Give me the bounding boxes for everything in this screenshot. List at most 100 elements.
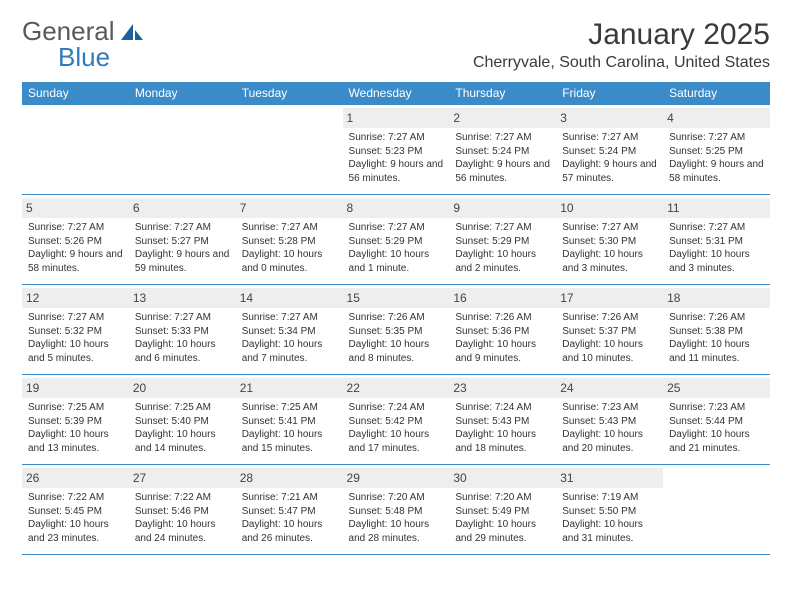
sunrise-text: Sunrise: 7:24 AM bbox=[455, 401, 550, 415]
sunset-text: Sunset: 5:45 PM bbox=[28, 505, 123, 519]
sunset-text: Sunset: 5:35 PM bbox=[349, 325, 444, 339]
day-number: 5 bbox=[22, 198, 129, 218]
weekday-header: Wednesday bbox=[343, 82, 450, 105]
day-number: 2 bbox=[449, 108, 556, 128]
calendar-cell: 24Sunrise: 7:23 AMSunset: 5:43 PMDayligh… bbox=[556, 375, 663, 465]
calendar-cell: 25Sunrise: 7:23 AMSunset: 5:44 PMDayligh… bbox=[663, 375, 770, 465]
sunset-text: Sunset: 5:33 PM bbox=[135, 325, 230, 339]
daylight-text: Daylight: 10 hours and 2 minutes. bbox=[455, 248, 550, 275]
daylight-text: Daylight: 10 hours and 14 minutes. bbox=[135, 428, 230, 455]
calendar-cell: 10 Sunrise: 7:27 AMSunset: 5:30 PMDayligh… bbox=[556, 195, 663, 285]
sunrise-text: Sunrise: 7:27 AM bbox=[135, 221, 230, 235]
sunrise-text: Sunrise: 7:20 AM bbox=[349, 491, 444, 505]
day-number: 27 bbox=[129, 468, 236, 488]
sunrise-text: Sunrise: 7:27 AM bbox=[28, 311, 123, 325]
daylight-text: Daylight: 10 hours and 18 minutes. bbox=[455, 428, 550, 455]
sunset-text: Sunset: 5:38 PM bbox=[669, 325, 764, 339]
day-number: 4 bbox=[663, 108, 770, 128]
daylight-text: Daylight: 9 hours and 56 minutes. bbox=[349, 158, 444, 185]
daylight-text: Daylight: 10 hours and 5 minutes. bbox=[28, 338, 123, 365]
weekday-header: Tuesday bbox=[236, 82, 343, 105]
sunset-text: Sunset: 5:43 PM bbox=[562, 415, 657, 429]
sunset-text: Sunset: 5:30 PM bbox=[562, 235, 657, 249]
calendar-cell: 13Sunrise: 7:27 AMSunset: 5:33 PMDayligh… bbox=[129, 285, 236, 375]
sunset-text: Sunset: 5:24 PM bbox=[562, 145, 657, 159]
day-number: 8 bbox=[343, 198, 450, 218]
sunrise-text: Sunrise: 7:22 AM bbox=[28, 491, 123, 505]
calendar-cell: 28Sunrise: 7:21 AMSunset: 5:47 PMDayligh… bbox=[236, 465, 343, 555]
daylight-text: Daylight: 10 hours and 13 minutes. bbox=[28, 428, 123, 455]
sunrise-text: Sunrise: 7:24 AM bbox=[349, 401, 444, 415]
sunrise-text: Sunrise: 7:23 AM bbox=[669, 401, 764, 415]
calendar-cell: 16Sunrise: 7:26 AMSunset: 5:36 PMDayligh… bbox=[449, 285, 556, 375]
daylight-text: Daylight: 10 hours and 9 minutes. bbox=[455, 338, 550, 365]
daylight-text: Daylight: 10 hours and 1 minute. bbox=[349, 248, 444, 275]
day-number: 7 bbox=[236, 198, 343, 218]
calendar-cell: 21Sunrise: 7:25 AMSunset: 5:41 PMDayligh… bbox=[236, 375, 343, 465]
calendar-cell: 11Sunrise: 7:27 AMSunset: 5:31 PMDayligh… bbox=[663, 195, 770, 285]
daylight-text: Daylight: 10 hours and 24 minutes. bbox=[135, 518, 230, 545]
day-number: 24 bbox=[556, 378, 663, 398]
weekday-header: Monday bbox=[129, 82, 236, 105]
daylight-text: Daylight: 10 hours and 3 minutes. bbox=[562, 248, 657, 275]
calendar-cell: 17Sunrise: 7:26 AMSunset: 5:37 PMDayligh… bbox=[556, 285, 663, 375]
daylight-text: Daylight: 9 hours and 58 minutes. bbox=[669, 158, 764, 185]
sunset-text: Sunset: 5:25 PM bbox=[669, 145, 764, 159]
sunset-text: Sunset: 5:44 PM bbox=[669, 415, 764, 429]
sunset-text: Sunset: 5:39 PM bbox=[28, 415, 123, 429]
daylight-text: Daylight: 10 hours and 31 minutes. bbox=[562, 518, 657, 545]
sunrise-text: Sunrise: 7:26 AM bbox=[349, 311, 444, 325]
sunset-text: Sunset: 5:50 PM bbox=[562, 505, 657, 519]
daylight-text: Daylight: 10 hours and 6 minutes. bbox=[135, 338, 230, 365]
sunset-text: Sunset: 5:37 PM bbox=[562, 325, 657, 339]
sunset-text: Sunset: 5:23 PM bbox=[349, 145, 444, 159]
calendar-cell: 31 Sunrise: 7:19 AMSunset: 5:50 PMDayligh… bbox=[556, 465, 663, 555]
sunset-text: Sunset: 5:32 PM bbox=[28, 325, 123, 339]
day-number: 22 bbox=[343, 378, 450, 398]
day-number: 23 bbox=[449, 378, 556, 398]
daylight-text: Daylight: 10 hours and 28 minutes. bbox=[349, 518, 444, 545]
daylight-text: Daylight: 10 hours and 10 minutes. bbox=[562, 338, 657, 365]
calendar-cell: 30Sunrise: 7:20 AMSunset: 5:49 PMDayligh… bbox=[449, 465, 556, 555]
day-number: 31 bbox=[556, 468, 663, 488]
day-number: 11 bbox=[663, 198, 770, 218]
calendar-cell: 15 Sunrise: 7:26 AMSunset: 5:35 PMDayligh… bbox=[343, 285, 450, 375]
sunrise-text: Sunrise: 7:27 AM bbox=[349, 221, 444, 235]
sunset-text: Sunset: 5:41 PM bbox=[242, 415, 337, 429]
day-number: 10 bbox=[556, 198, 663, 218]
day-number: 15 bbox=[343, 288, 450, 308]
logo: General Blue bbox=[22, 18, 143, 70]
sunset-text: Sunset: 5:47 PM bbox=[242, 505, 337, 519]
calendar-cell: 5Sunrise: 7:27 AMSunset: 5:26 PMDaylight… bbox=[22, 195, 129, 285]
calendar-cell-empty bbox=[129, 105, 236, 195]
sunrise-text: Sunrise: 7:25 AM bbox=[242, 401, 337, 415]
calendar-week-row: 5Sunrise: 7:27 AMSunset: 5:26 PMDaylight… bbox=[22, 195, 770, 285]
sunset-text: Sunset: 5:43 PM bbox=[455, 415, 550, 429]
daylight-text: Daylight: 10 hours and 7 minutes. bbox=[242, 338, 337, 365]
calendar-cell-empty bbox=[663, 465, 770, 555]
day-number: 3 bbox=[556, 108, 663, 128]
daylight-text: Daylight: 10 hours and 17 minutes. bbox=[349, 428, 444, 455]
sunrise-text: Sunrise: 7:27 AM bbox=[562, 131, 657, 145]
day-number: 12 bbox=[22, 288, 129, 308]
sunrise-text: Sunrise: 7:27 AM bbox=[28, 221, 123, 235]
sunset-text: Sunset: 5:29 PM bbox=[455, 235, 550, 249]
sunrise-text: Sunrise: 7:19 AM bbox=[562, 491, 657, 505]
daylight-text: Daylight: 10 hours and 29 minutes. bbox=[455, 518, 550, 545]
calendar-cell: 2Sunrise: 7:27 AMSunset: 5:24 PMDaylight… bbox=[449, 105, 556, 195]
weekday-header-row: SundayMondayTuesdayWednesdayThursdayFrid… bbox=[22, 82, 770, 105]
calendar-cell: 3Sunrise: 7:27 AMSunset: 5:24 PMDaylight… bbox=[556, 105, 663, 195]
daylight-text: Daylight: 10 hours and 8 minutes. bbox=[349, 338, 444, 365]
daylight-text: Daylight: 10 hours and 26 minutes. bbox=[242, 518, 337, 545]
day-number: 30 bbox=[449, 468, 556, 488]
sunrise-text: Sunrise: 7:23 AM bbox=[562, 401, 657, 415]
sunset-text: Sunset: 5:40 PM bbox=[135, 415, 230, 429]
day-number: 9 bbox=[449, 198, 556, 218]
sunrise-text: Sunrise: 7:25 AM bbox=[135, 401, 230, 415]
sunset-text: Sunset: 5:31 PM bbox=[669, 235, 764, 249]
sunrise-text: Sunrise: 7:21 AM bbox=[242, 491, 337, 505]
calendar-cell: 14Sunrise: 7:27 AMSunset: 5:34 PMDayligh… bbox=[236, 285, 343, 375]
sunrise-text: Sunrise: 7:27 AM bbox=[562, 221, 657, 235]
sunrise-text: Sunrise: 7:22 AM bbox=[135, 491, 230, 505]
sunset-text: Sunset: 5:48 PM bbox=[349, 505, 444, 519]
